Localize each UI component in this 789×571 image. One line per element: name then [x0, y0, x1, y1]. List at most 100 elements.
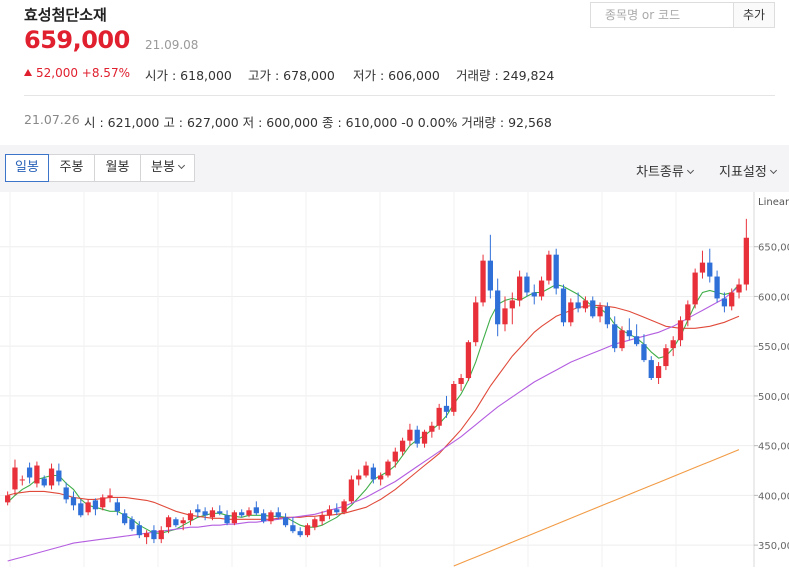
candle	[129, 516, 135, 532]
candle	[326, 505, 333, 520]
candle-body	[531, 292, 537, 297]
candle	[143, 530, 150, 545]
candle-body	[443, 405, 450, 412]
candle	[604, 302, 611, 329]
candle-body	[721, 298, 728, 307]
tab-minute-label: 분봉	[151, 160, 175, 175]
candle	[619, 326, 625, 352]
candle	[92, 498, 99, 516]
candle-body	[370, 467, 376, 480]
candle	[509, 292, 515, 325]
high-price: 고가 : 678,000	[248, 68, 335, 83]
candle	[34, 461, 40, 488]
chart-type-label: 차트종류	[636, 165, 684, 180]
candle	[721, 292, 728, 313]
candle	[736, 278, 742, 299]
candle-body	[736, 284, 742, 293]
candle-body	[78, 503, 84, 516]
chart-toolbar: 일봉 주봉 월봉 분봉 차트종류 지표설정	[0, 145, 789, 192]
candle	[729, 288, 735, 311]
y-tick-label: 500,000	[758, 392, 789, 403]
candle-body	[480, 260, 486, 303]
candle-body	[729, 292, 735, 307]
candle	[304, 523, 311, 538]
candle	[546, 250, 552, 285]
candle-body	[378, 475, 384, 480]
candle	[414, 425, 420, 448]
candle-body	[648, 360, 654, 379]
candle	[195, 504, 201, 518]
candle	[436, 403, 442, 430]
crosshair-date: 21.07.26	[24, 112, 80, 127]
tab-minute[interactable]: 분봉	[141, 154, 195, 182]
candle	[70, 491, 77, 511]
candle	[224, 510, 230, 526]
y-tick-label: 650,000	[758, 243, 789, 254]
y-tick-label: 450,000	[758, 442, 789, 453]
candle	[290, 517, 296, 534]
candle	[473, 296, 479, 347]
indicator-settings-menu[interactable]: 지표설정	[719, 161, 777, 180]
stock-search-input[interactable]: 종목명 or 코드	[590, 2, 734, 28]
candle	[634, 324, 640, 347]
candle	[78, 499, 84, 518]
candle	[19, 475, 25, 486]
y-tick-label: 550,000	[758, 342, 789, 353]
candle-body	[655, 366, 662, 379]
candle-body	[663, 348, 669, 367]
candle-body	[619, 330, 625, 349]
candle-body	[546, 254, 552, 281]
candle-body	[107, 495, 113, 498]
candle-body	[685, 304, 691, 321]
candlestick-chart[interactable]: Linear 650,000 600,000 550,000 500,000 450,00…	[0, 192, 789, 567]
candle-body	[19, 479, 25, 481]
scale-label: Linear	[758, 197, 789, 208]
candle-body	[385, 461, 391, 476]
candle-body	[473, 302, 479, 343]
candle-body	[187, 513, 194, 521]
chevron-down-icon	[686, 166, 694, 175]
candle	[26, 462, 33, 484]
candle-body	[714, 276, 720, 299]
add-button[interactable]: 추가	[734, 2, 775, 28]
candle-body	[312, 519, 318, 528]
stock-name[interactable]: 효성첨단소재	[24, 6, 107, 24]
candle	[597, 302, 603, 323]
candle	[707, 248, 713, 283]
candle-body	[114, 502, 120, 512]
tab-daily[interactable]: 일봉	[5, 154, 49, 182]
candle	[677, 316, 684, 347]
candle	[334, 503, 340, 516]
candle-body	[304, 525, 311, 536]
tab-weekly[interactable]: 주봉	[49, 154, 95, 182]
candle-body	[143, 533, 150, 538]
candle	[443, 395, 450, 418]
candle	[465, 340, 472, 381]
tab-monthly[interactable]: 월봉	[95, 154, 141, 182]
candle	[165, 515, 172, 534]
candle-body	[458, 378, 464, 384]
chart-grid	[0, 192, 754, 567]
candle	[421, 429, 428, 448]
candle-body	[12, 467, 18, 490]
candle-body	[641, 344, 647, 361]
candle-body	[590, 300, 596, 317]
candle	[502, 296, 508, 332]
candle	[516, 270, 523, 307]
chart-type-menu[interactable]: 차트종류	[636, 161, 694, 180]
candle-body	[275, 512, 281, 518]
chart-canvas[interactable]: Linear 650,000 600,000 550,000 500,000 450,00…	[0, 192, 789, 567]
candle	[100, 494, 106, 511]
candle	[114, 498, 120, 516]
up-triangle-icon	[24, 69, 32, 76]
candle	[743, 218, 749, 291]
candle	[85, 499, 91, 516]
candle-body	[407, 429, 413, 441]
candle	[699, 250, 706, 279]
candle	[217, 505, 223, 516]
candle	[399, 437, 406, 456]
candle	[56, 463, 62, 486]
candle-body	[538, 280, 545, 297]
stock-header: 효성첨단소재 659,000 21.09.08 52,000 +8.57% 시가…	[0, 0, 789, 145]
candle	[202, 507, 208, 521]
